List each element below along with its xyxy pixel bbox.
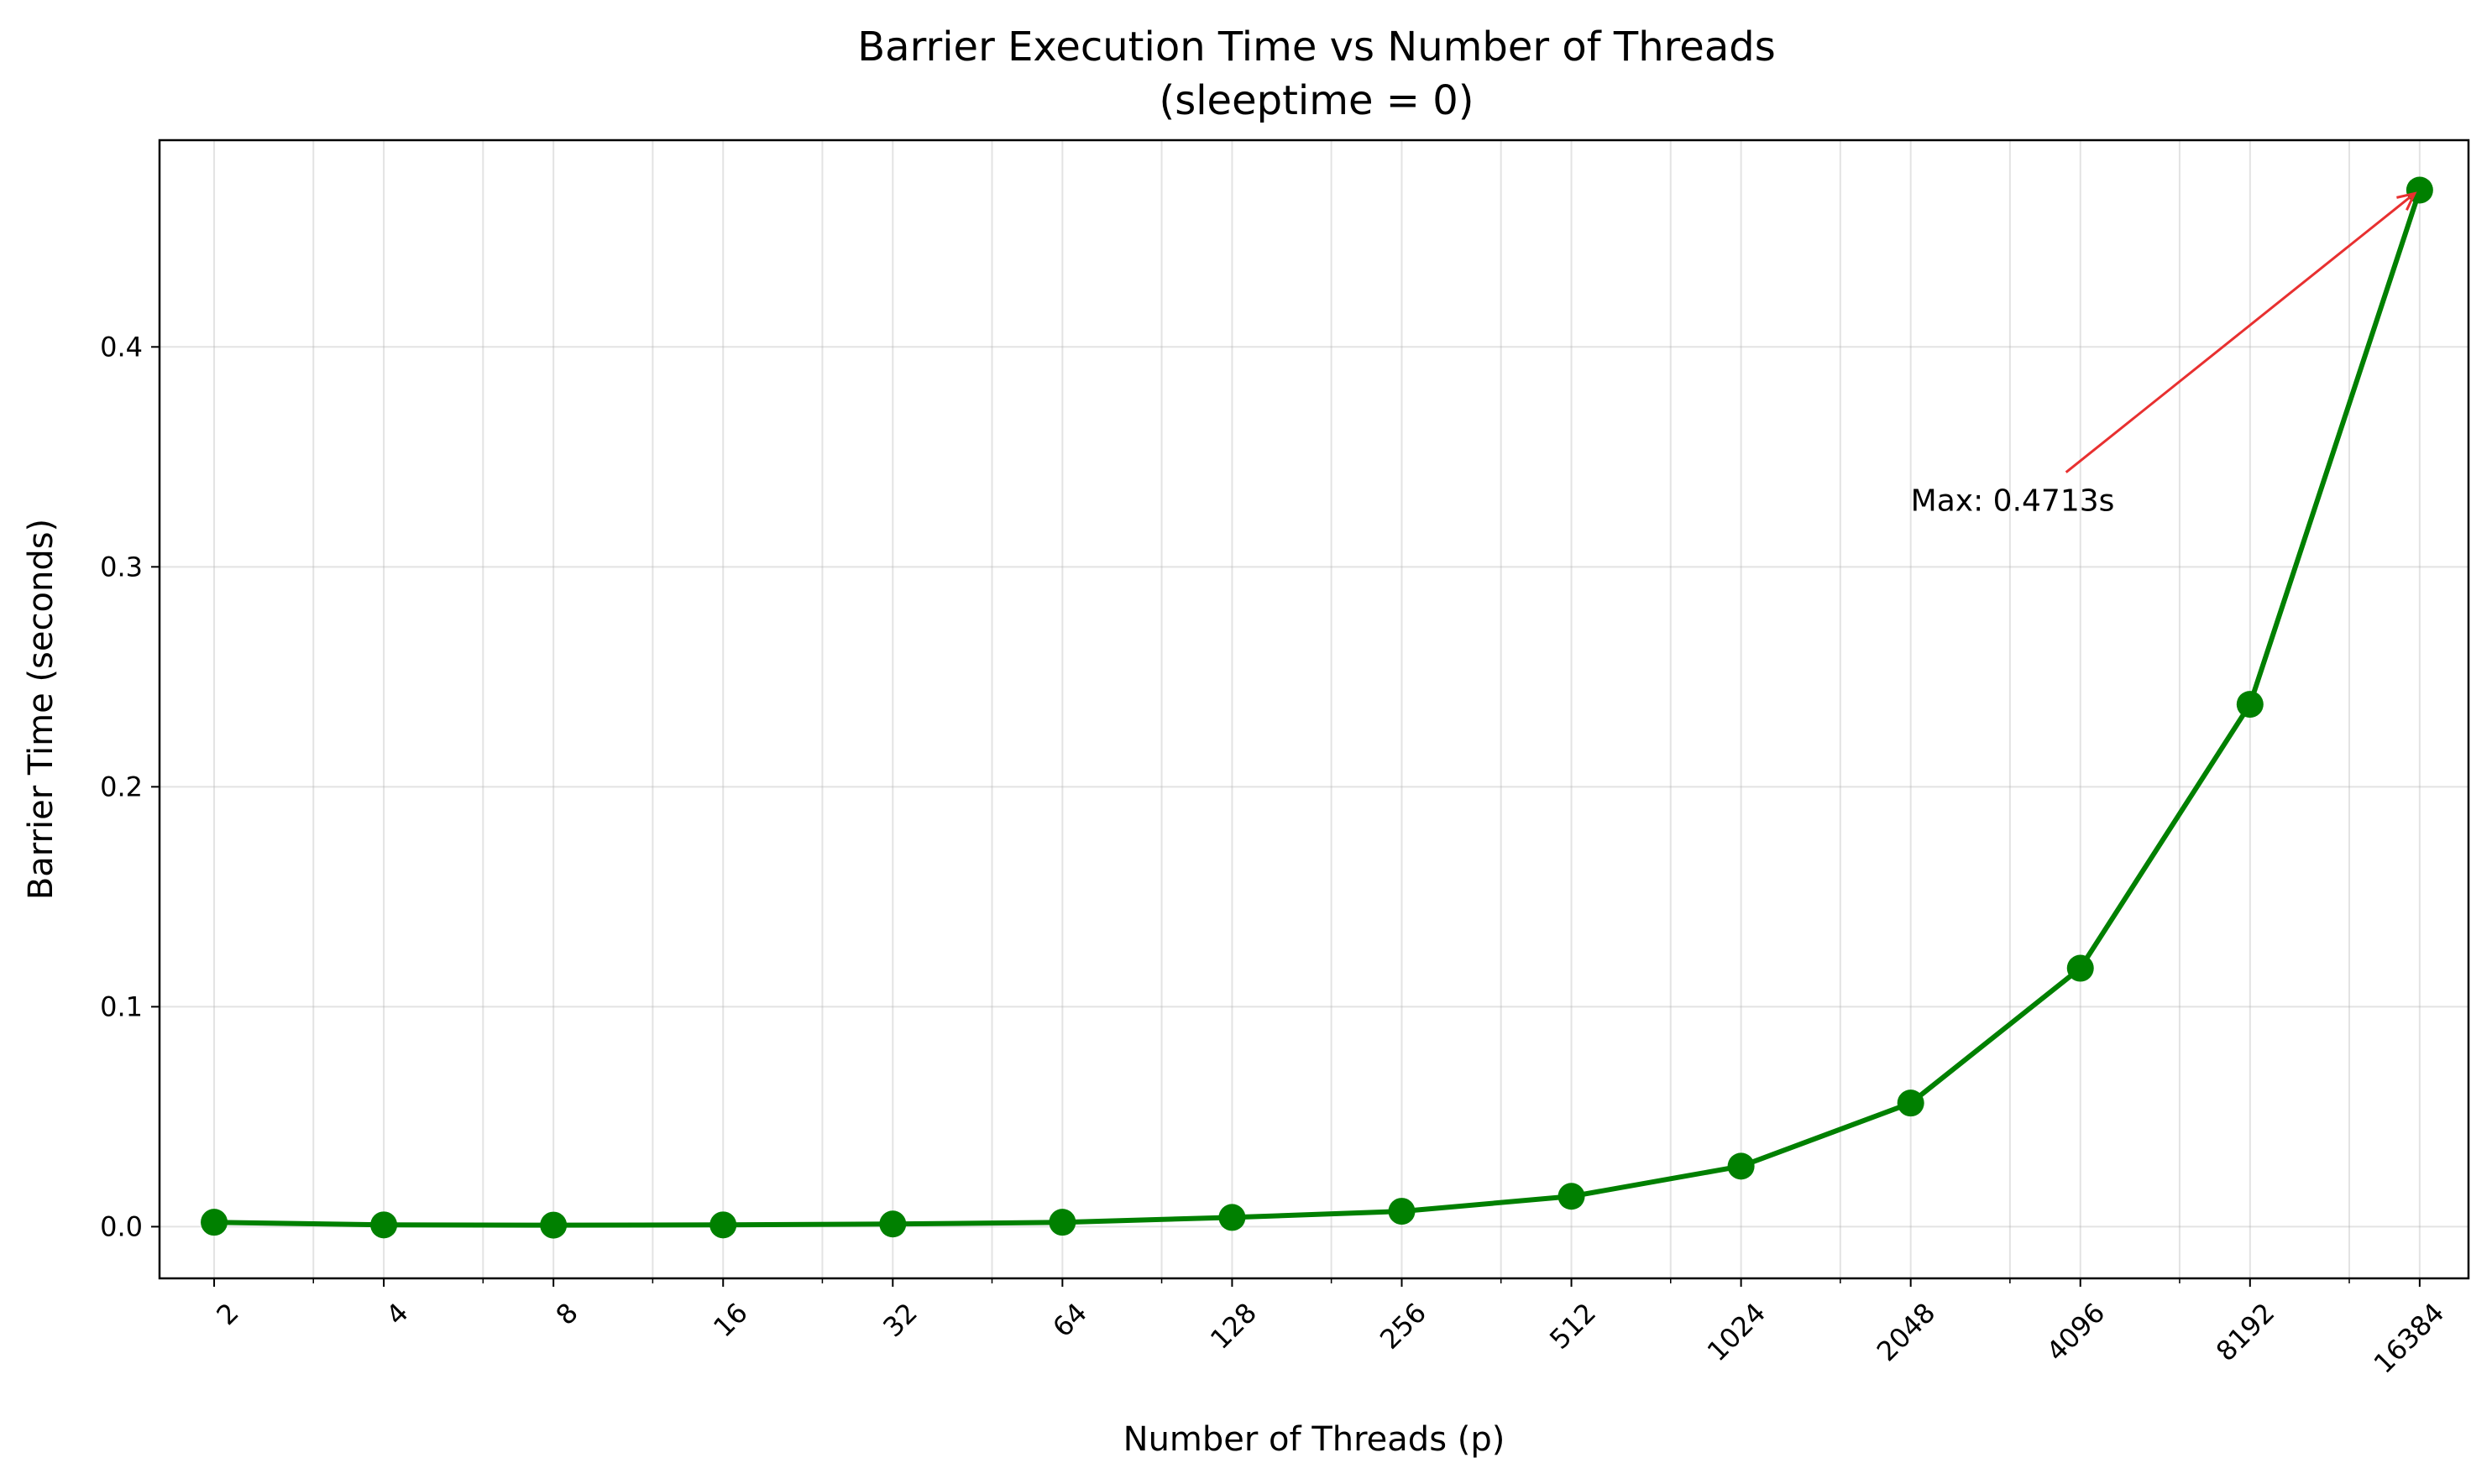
y-tick-label: 0.1 <box>100 990 143 1022</box>
x-tick-label: 4 <box>380 1297 414 1331</box>
data-point <box>1727 1152 1755 1180</box>
x-tick-label: 1024 <box>1701 1297 1772 1367</box>
annotation-arrow <box>2065 192 2416 473</box>
x-tick-label: 2 <box>210 1297 244 1331</box>
data-point <box>2406 176 2433 204</box>
data-point <box>1897 1089 1924 1117</box>
chart-subtitle: (sleeptime = 0) <box>1159 77 1474 124</box>
data-point <box>1388 1198 1416 1225</box>
y-tick-label: 0.3 <box>100 551 143 583</box>
data-point <box>1218 1204 1246 1231</box>
data-point <box>1558 1183 1585 1210</box>
plot-frame <box>158 138 2470 1280</box>
x-tick-label: 16 <box>707 1297 754 1344</box>
data-point <box>370 1211 398 1239</box>
y-tick-label: 0.4 <box>100 331 143 363</box>
y-axis-label: Barrier Time (seconds) <box>22 519 60 900</box>
y-tick-label: 0.2 <box>100 771 143 802</box>
y-tick-label: 0.0 <box>100 1210 143 1242</box>
series-layer <box>201 176 2433 1239</box>
x-tick-label: 8 <box>550 1297 584 1331</box>
x-tick-label: 256 <box>1374 1297 1432 1356</box>
x-tick-label: 16384 <box>2368 1297 2451 1380</box>
data-point <box>201 1209 228 1236</box>
data-point <box>709 1211 737 1239</box>
annotation-arrowhead <box>2396 191 2417 211</box>
data-point <box>879 1210 907 1238</box>
data-point <box>2236 691 2264 718</box>
x-tick-label: 8192 <box>2210 1297 2280 1367</box>
x-tick-label: 128 <box>1204 1297 1263 1356</box>
annotation: Max: 0.4713s <box>1911 191 2417 519</box>
x-tick-label: 32 <box>877 1297 924 1344</box>
x-axis-label: Number of Threads (p) <box>1123 1420 1505 1459</box>
x-tick-label: 64 <box>1046 1297 1093 1344</box>
data-point <box>540 1211 568 1239</box>
data-point <box>2066 954 2094 982</box>
grid <box>160 140 2468 1278</box>
x-tick-label: 2048 <box>1871 1297 1941 1367</box>
x-tick-label: 512 <box>1543 1297 1602 1356</box>
x-tick-label: 4096 <box>2040 1297 2111 1367</box>
series-line <box>213 189 2422 1228</box>
data-point <box>1049 1209 1076 1236</box>
chart-title: Barrier Execution Time vs Number of Thre… <box>857 24 1775 71</box>
annotation-text: Max: 0.4713s <box>1911 484 2115 519</box>
